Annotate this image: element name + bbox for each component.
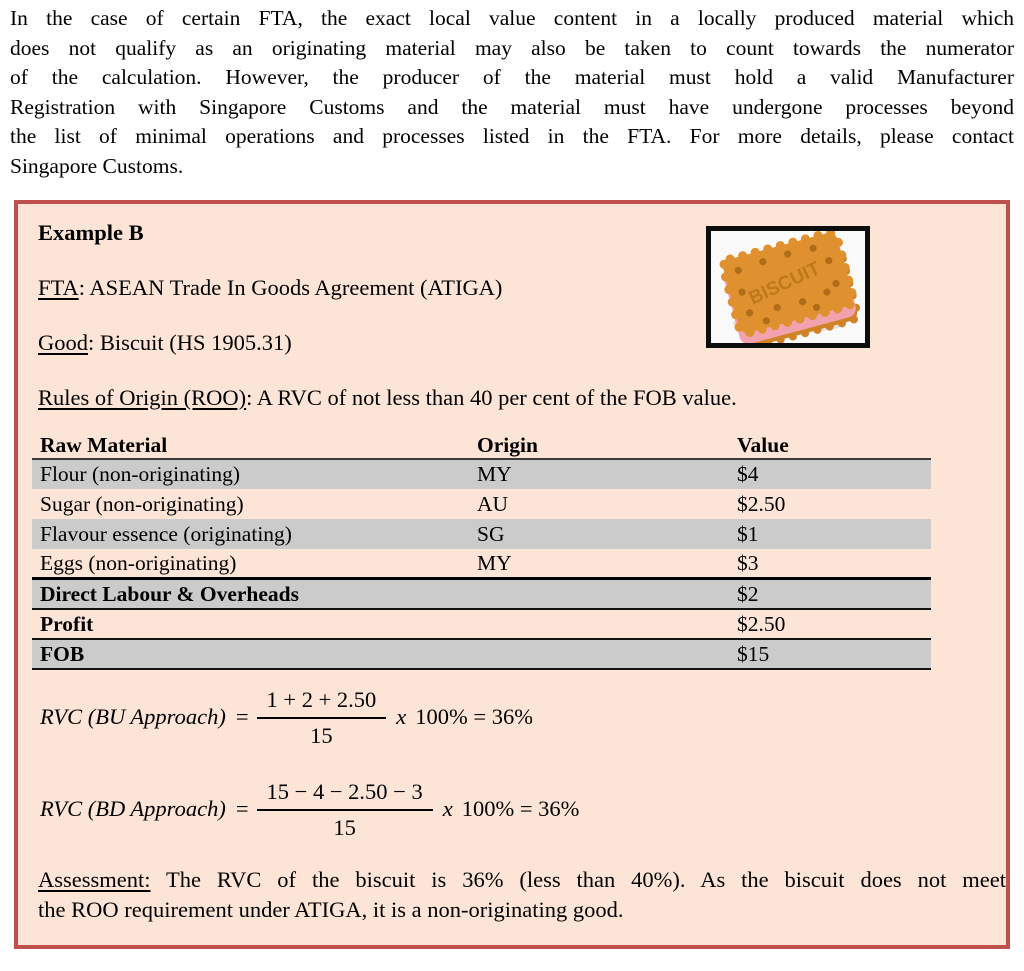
cell-value: $4 [737, 462, 759, 487]
fraction-numerator: 1 + 2 + 2.50 [256, 687, 387, 719]
cell-origin: MY [477, 462, 512, 487]
fta-label: FTA [38, 274, 79, 300]
header-origin: Origin [469, 431, 729, 460]
materials-table: Raw Material Origin Value Flour (non-ori… [32, 431, 931, 670]
cell-value: $1 [737, 521, 759, 546]
assessment-paragraph: Assessment: The RVC of the biscuit is 36… [38, 865, 1006, 926]
biscuit-image: BISCUIT [706, 225, 870, 351]
header-raw-material: Raw Material [32, 431, 469, 460]
cell-origin: AU [477, 491, 509, 516]
good-value: : Biscuit (HS 1905.31) [88, 329, 292, 355]
fraction-numerator: 15 − 4 − 2.50 − 3 [256, 779, 433, 811]
assessment-text: The RVC of the biscuit is 36% (less than… [150, 866, 1006, 892]
fraction-denominator: 15 [310, 722, 333, 748]
fraction-denominator: 15 [333, 814, 356, 840]
cell-origin: MY [477, 550, 512, 575]
cell-value: $2.50 [729, 607, 931, 639]
multiply-sign: x [442, 796, 453, 822]
assessment-line: Assessment: The RVC of the biscuit is 36… [38, 865, 1006, 896]
roo-label: Rules of Origin (ROO) [38, 384, 247, 410]
formula-bd-approach: RVC (BD Approach) = 15 − 4 − 2.50 − 3 15… [38, 779, 992, 840]
cell-value: $15 [729, 637, 931, 670]
equals-sign: = [235, 796, 249, 822]
field-fta: FTA: ASEAN Trade In Goods Agreement (ATI… [38, 273, 992, 302]
example-title: Example B [38, 219, 144, 245]
cell-material: Flour (non-originating) [40, 462, 241, 487]
cell-material: Eggs (non-originating) [40, 550, 237, 575]
multiply-sign: x [396, 704, 407, 730]
formula-bu-approach: RVC (BU Approach) = 1 + 2 + 2.50 15 x 10… [38, 687, 992, 748]
formula-result: 100% = 36% [461, 796, 580, 822]
intro-line: does not qualify as an originating mater… [10, 35, 1014, 60]
field-good: Good: Biscuit (HS 1905.31) [38, 328, 992, 357]
cell-material: Profit [32, 607, 729, 639]
biscuit-illustration: BISCUIT [711, 227, 865, 351]
header-value: Value [729, 431, 931, 460]
biscuit-holes [734, 244, 840, 324]
cell-value: $2.50 [737, 491, 786, 516]
table-row: Sugar (non-originating) AU $2.50 [32, 489, 931, 519]
assessment-label: Assessment: [38, 866, 151, 892]
good-label: Good [38, 329, 88, 355]
equals-sign: = [235, 704, 249, 730]
intro-line: of the calculation. However, the produce… [10, 65, 1014, 90]
cell-material: Direct Labour & Overheads [32, 577, 729, 609]
table-row-direct-labour: Direct Labour & Overheads $2 [32, 577, 931, 609]
assessment-line: the ROO requirement under ATIGA, it is a… [38, 897, 624, 923]
table-row-profit: Profit $2.50 [32, 607, 931, 639]
cell-value: $3 [737, 550, 759, 575]
formula-label: RVC (BU Approach) [40, 704, 226, 730]
table-row: Flour (non-originating) MY $4 [32, 458, 931, 489]
table-row: Eggs (non-originating) MY $3 [32, 549, 931, 579]
cell-material: Sugar (non-originating) [40, 491, 244, 516]
table-row: Flavour essence (originating) SG $1 [32, 518, 931, 549]
field-roo: Rules of Origin (ROO): A RVC of not less… [38, 383, 992, 412]
intro-line: Registration with Singapore Customs and … [10, 94, 1014, 119]
formula-result: 100% = 36% [415, 704, 533, 730]
table-header-row: Raw Material Origin Value [32, 431, 931, 460]
fraction: 1 + 2 + 2.50 15 [256, 687, 387, 748]
document-page: In the case of certain FTA, the exact lo… [0, 4, 1024, 971]
formula-label: RVC (BD Approach) [40, 796, 226, 822]
table-row-fob: FOB $15 [32, 637, 931, 670]
intro-line: Singapore Customs. [10, 153, 184, 178]
cell-material: FOB [32, 637, 729, 670]
example-box: Example B FTA: ASEAN Trade In Goods Agre… [14, 199, 1010, 949]
cell-origin: SG [477, 521, 505, 546]
cell-value: $2 [729, 577, 931, 609]
fraction: 15 − 4 − 2.50 − 3 15 [256, 779, 433, 840]
fta-value: : ASEAN Trade In Goods Agreement (ATIGA) [78, 274, 503, 300]
intro-paragraph: In the case of certain FTA, the exact lo… [10, 4, 1014, 182]
roo-value: : A RVC of not less than 40 per cent of … [246, 384, 737, 410]
intro-line: In the case of certain FTA, the exact lo… [10, 6, 1014, 30]
cell-material: Flavour essence (originating) [40, 521, 292, 546]
intro-line: the list of minimal operations and proce… [10, 124, 1014, 149]
